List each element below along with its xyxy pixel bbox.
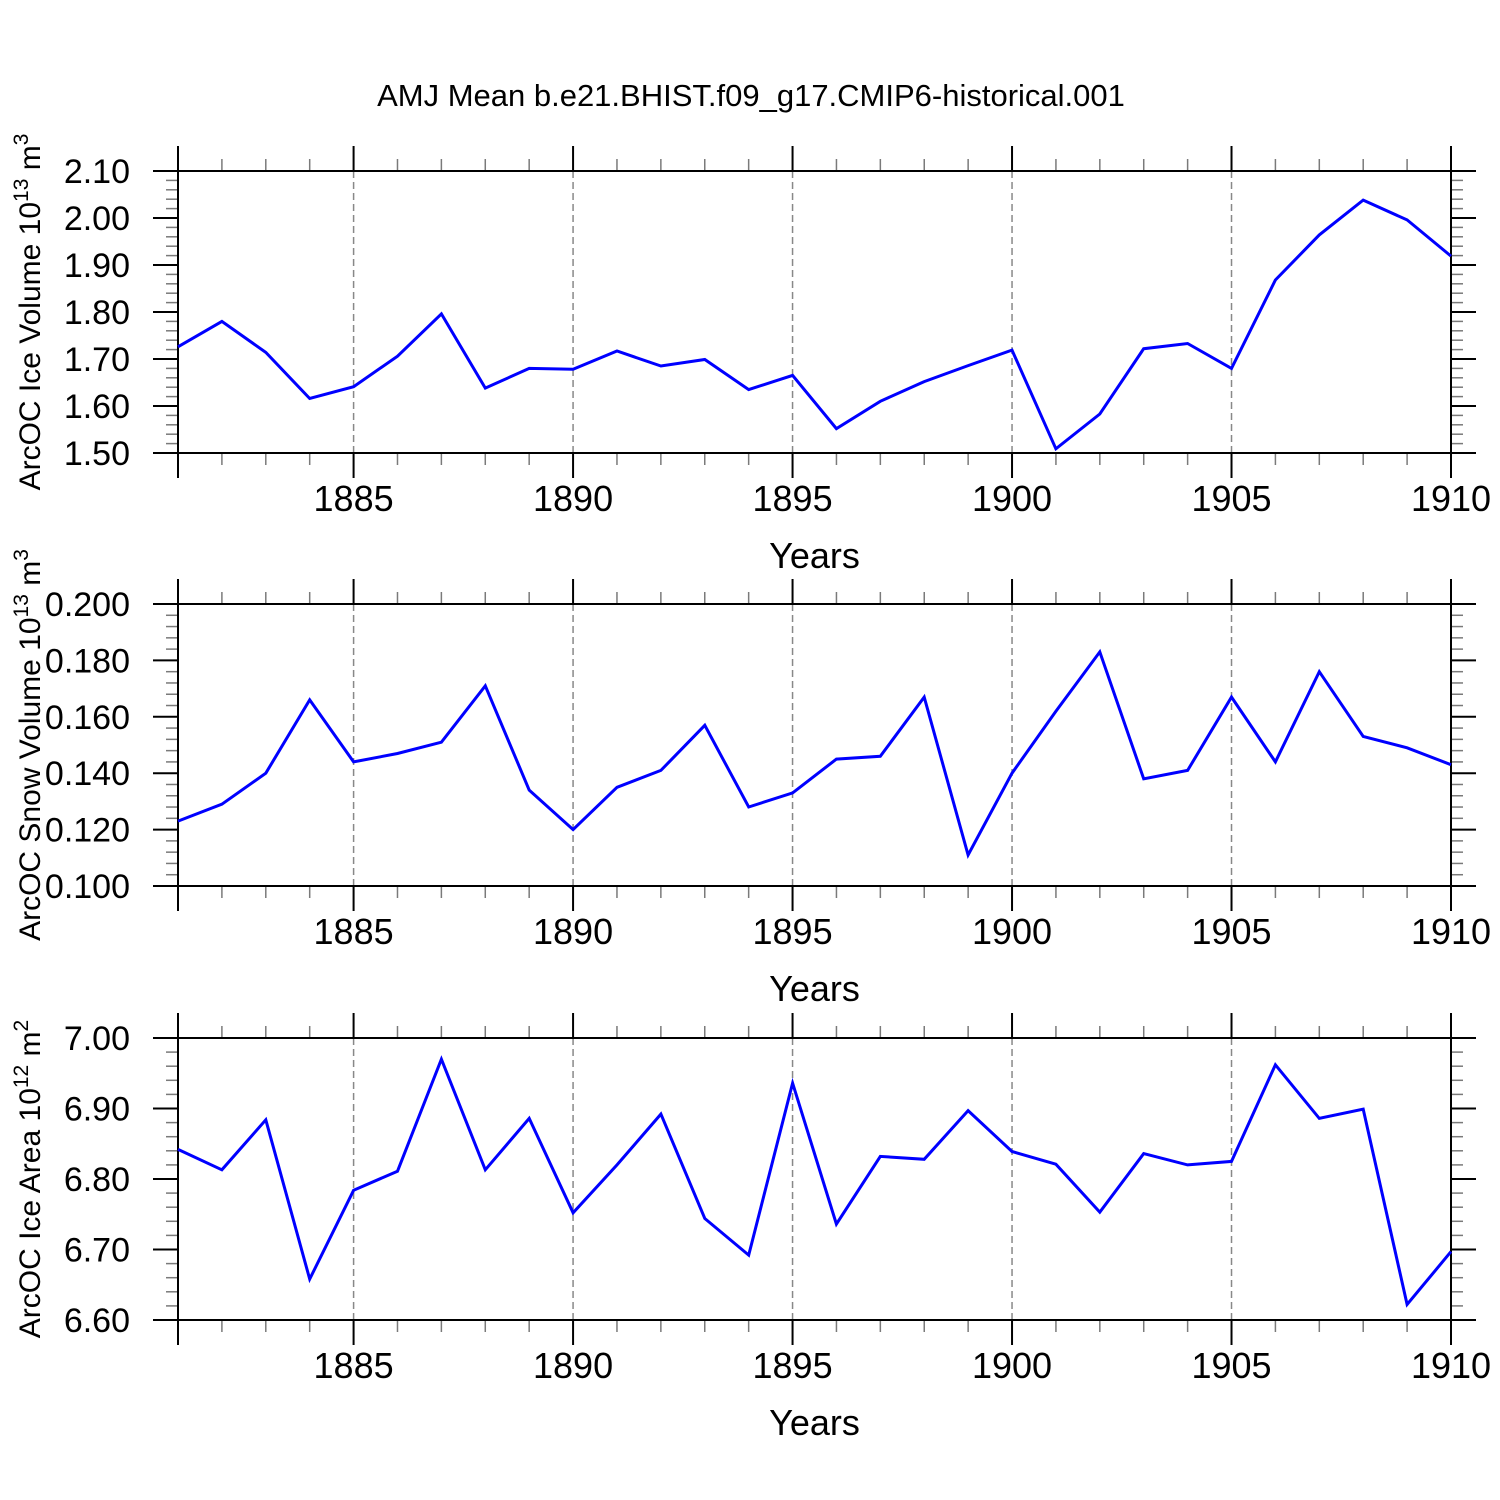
svg-text:2.00: 2.00 xyxy=(64,200,130,238)
svg-text:6.70: 6.70 xyxy=(64,1232,130,1270)
svg-text:1885: 1885 xyxy=(314,911,394,952)
svg-text:1905: 1905 xyxy=(1191,478,1271,519)
svg-text:1900: 1900 xyxy=(972,1345,1052,1386)
x-axis-title: Years xyxy=(769,535,860,573)
svg-text:1895: 1895 xyxy=(753,478,833,519)
y-tick-labels: 6.60 6.70 6.80 6.90 7.00 xyxy=(64,1020,130,1340)
svg-text:1910: 1910 xyxy=(1411,478,1491,519)
y-tick-labels: 1.50 1.60 1.70 1.80 1.90 2.00 2.10 xyxy=(64,153,130,473)
svg-text:1.90: 1.90 xyxy=(64,247,130,285)
svg-text:0.120: 0.120 xyxy=(45,812,130,850)
svg-text:0.160: 0.160 xyxy=(45,699,130,737)
svg-text:1890: 1890 xyxy=(533,1345,613,1386)
svg-text:1900: 1900 xyxy=(972,911,1052,952)
svg-text:1885: 1885 xyxy=(314,1345,394,1386)
svg-text:1.80: 1.80 xyxy=(64,294,130,332)
svg-text:7.00: 7.00 xyxy=(64,1020,130,1058)
gridlines xyxy=(352,171,1233,453)
minor-ticks xyxy=(166,159,1463,465)
x-tick-labels: 1885 1890 1895 1900 1905 1910 xyxy=(314,478,1492,519)
arcoc-snow-volume-line xyxy=(177,648,1452,860)
major-ticks xyxy=(153,1013,1476,1345)
plot-frame xyxy=(177,170,1452,454)
y-axis-title: ArcOC Ice Area 1012 m2 xyxy=(10,1020,47,1338)
major-ticks xyxy=(153,579,1476,911)
gridlines xyxy=(352,604,1233,886)
svg-text:1905: 1905 xyxy=(1191,1345,1271,1386)
chart-title: AMJ Mean b.e21.BHIST.f09_g17.CMIP6-histo… xyxy=(377,78,1125,113)
x-axis-title: Years xyxy=(769,1402,860,1440)
svg-text:0.200: 0.200 xyxy=(45,586,130,624)
svg-text:1895: 1895 xyxy=(753,911,833,952)
svg-text:6.90: 6.90 xyxy=(64,1091,130,1129)
svg-text:1890: 1890 xyxy=(533,911,613,952)
plot-frame xyxy=(177,603,1452,887)
arcoc-ice-volume-line xyxy=(177,198,1452,452)
ice-volume-panel: 1.50 1.60 1.70 1.80 1.90 2.00 2.10 1885 1890 1895… xyxy=(10,134,1492,573)
svg-text:1910: 1910 xyxy=(1411,911,1491,952)
minor-ticks xyxy=(166,592,1463,898)
svg-text:1895: 1895 xyxy=(753,1345,833,1386)
svg-text:2.10: 2.10 xyxy=(64,153,130,191)
x-axis-title: Years xyxy=(769,968,860,1006)
svg-text:0.100: 0.100 xyxy=(45,868,130,906)
svg-text:1.70: 1.70 xyxy=(64,341,130,379)
y-axis-title: ArcOC Snow Volume 1013 m3 xyxy=(10,549,47,941)
y-axis-title: ArcOC Ice Volume 1013 m3 xyxy=(10,134,47,491)
svg-text:0.180: 0.180 xyxy=(45,642,130,680)
svg-text:0.140: 0.140 xyxy=(45,755,130,793)
svg-text:1910: 1910 xyxy=(1411,1345,1491,1386)
major-ticks xyxy=(153,146,1476,478)
svg-text:1900: 1900 xyxy=(972,478,1052,519)
svg-text:1.60: 1.60 xyxy=(64,388,130,426)
svg-text:6.80: 6.80 xyxy=(64,1161,130,1199)
ice-area-panel: 6.60 6.70 6.80 6.90 7.00 1885 1890 1895 1900 1905… xyxy=(10,1013,1492,1440)
x-tick-labels: 1885 1890 1895 1900 1905 1910 xyxy=(314,1345,1492,1386)
x-tick-labels: 1885 1890 1895 1900 1905 1910 xyxy=(314,911,1492,952)
svg-text:1.50: 1.50 xyxy=(64,435,130,473)
svg-text:1890: 1890 xyxy=(533,478,613,519)
minor-ticks xyxy=(166,1026,1463,1332)
svg-text:1885: 1885 xyxy=(314,478,394,519)
svg-text:6.60: 6.60 xyxy=(64,1302,130,1340)
svg-text:1905: 1905 xyxy=(1191,911,1271,952)
plot-frame xyxy=(177,1037,1452,1321)
y-tick-labels: 0.100 0.120 0.140 0.160 0.180 0.200 xyxy=(45,586,130,906)
arcoc-ice-area-line xyxy=(177,1055,1453,1308)
